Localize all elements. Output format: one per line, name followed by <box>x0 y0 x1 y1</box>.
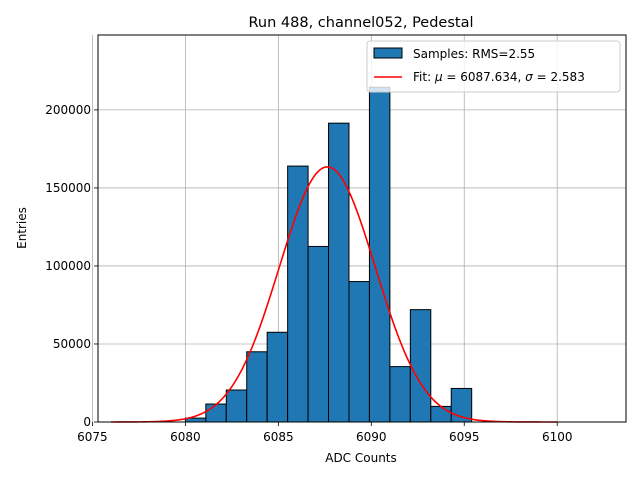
grid-lines <box>92 35 626 423</box>
chart-title: Run 488, channel052, Pedestal <box>248 15 473 31</box>
x-axis-label: ADC Counts <box>325 451 397 465</box>
histogram-bars <box>184 86 473 423</box>
histogram-bar <box>389 366 411 423</box>
y-tick-label: 200000 <box>45 103 91 117</box>
y-tick-label: 100000 <box>45 259 91 273</box>
x-tick-label: 6090 <box>356 430 387 444</box>
legend-hist-swatch <box>373 47 403 59</box>
y-axis-label: Entries <box>15 207 29 249</box>
histogram-bar <box>409 309 432 423</box>
legend-fit-label: Fit: μ = 6087.634, σ = 2.583 <box>413 70 585 84</box>
x-tick-label: 6100 <box>542 430 573 444</box>
fit-curve <box>111 166 558 423</box>
x-tick-label: 6075 <box>77 430 108 444</box>
histogram-bar <box>307 245 330 423</box>
legend: Samples: RMS=2.55 Fit: μ = 6087.634, σ =… <box>366 40 621 93</box>
x-tick-label: 6080 <box>170 430 201 444</box>
histogram-bar <box>266 331 289 423</box>
plot-frame <box>97 34 627 423</box>
legend-hist-label: Samples: RMS=2.55 <box>413 47 535 61</box>
y-tick-label: 0 <box>83 415 91 429</box>
histogram-bar <box>287 165 309 423</box>
fit-curve-group <box>111 166 558 423</box>
histogram-bar <box>368 86 391 423</box>
x-axis-ticks: 6075 6080 6085 6090 6095 6100 <box>77 422 572 444</box>
y-axis-ticks: 0 50000 100000 150000 200000 <box>45 103 98 429</box>
histogram-bar <box>205 403 227 423</box>
y-tick-label: 50000 <box>53 337 91 351</box>
y-tick-label: 150000 <box>45 181 91 195</box>
x-tick-label: 6095 <box>449 430 480 444</box>
histogram-bar <box>246 351 268 423</box>
legend-box <box>366 40 621 93</box>
histogram-bar <box>225 389 248 423</box>
histogram-bar <box>430 405 452 423</box>
x-tick-label: 6085 <box>263 430 294 444</box>
histogram-bar <box>348 281 370 423</box>
